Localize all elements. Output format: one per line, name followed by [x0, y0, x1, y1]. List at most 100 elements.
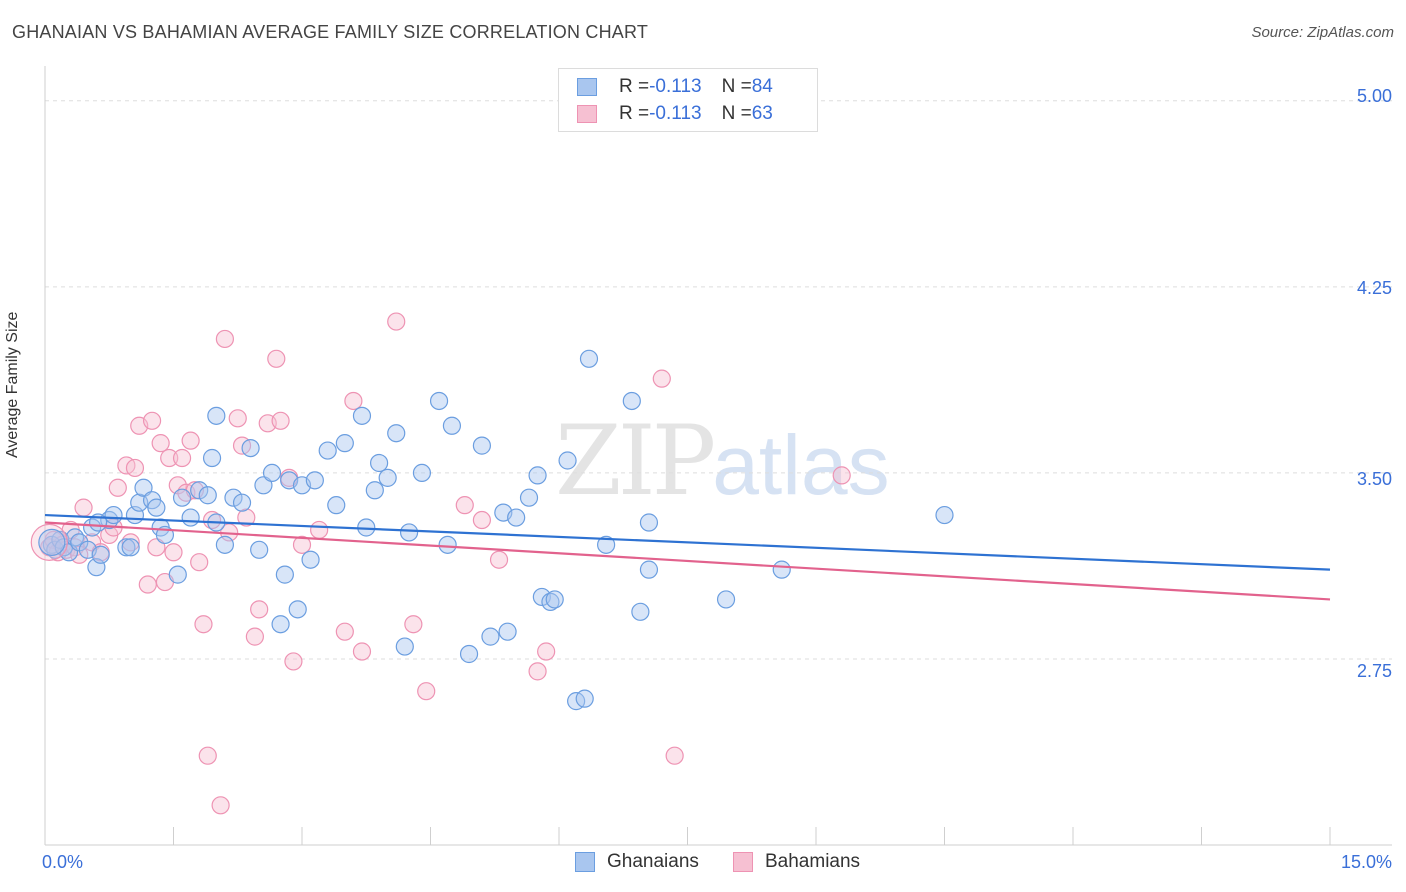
ghanaians-point	[395, 637, 414, 656]
ghanaians-point	[399, 523, 419, 542]
ghanaians-point	[288, 600, 307, 619]
ghanaians-swatch	[577, 78, 597, 96]
bahamians-point	[215, 329, 234, 349]
source-label: Source: ZipAtlas.com	[1251, 24, 1394, 41]
ghanaians-point	[327, 496, 346, 515]
ghanaians-legend-swatch	[575, 852, 595, 872]
ghanaians-point	[275, 565, 294, 584]
ghanaians-point	[412, 463, 432, 483]
bahamians-point	[164, 543, 183, 562]
bahamians-point	[537, 642, 556, 661]
bahamians-point	[151, 434, 170, 453]
r-value: -0.113	[649, 76, 702, 97]
ghanaians-point	[232, 493, 252, 512]
bahamians-point	[652, 369, 671, 388]
stats-legend-row-ghanaians: R = -0.113 N = 84	[577, 75, 773, 99]
bahamians-point	[198, 746, 217, 765]
ghanaians-point	[772, 560, 791, 579]
ghanaians-point	[271, 615, 290, 634]
n-label: N =	[721, 76, 752, 97]
ghanaians-point	[507, 508, 526, 527]
ghanaians-point	[370, 453, 389, 473]
ghanaians-point	[91, 545, 110, 564]
n-value: 63	[751, 103, 773, 124]
bahamians-point	[237, 508, 256, 527]
bahamians-point	[30, 523, 68, 561]
bahamians-point	[138, 575, 157, 594]
bahamians-point	[267, 349, 286, 368]
bahamians-point	[190, 553, 209, 572]
bahamians-point	[284, 652, 303, 671]
ghanaians-point	[622, 391, 641, 411]
stats-legend-row-bahamians: R = -0.113 N = 63	[577, 102, 773, 126]
ghanaians-point	[639, 560, 659, 579]
ghanaians-point	[387, 424, 406, 443]
stats-legend: R = -0.113 N = 84 R = -0.113 N = 63	[558, 68, 818, 132]
ghanaians-point	[83, 518, 102, 537]
watermark-zip: ZIP	[555, 405, 716, 517]
bahamians-point	[404, 615, 423, 634]
bahamians-point	[147, 538, 166, 557]
ghanaians-point	[134, 478, 153, 497]
ghanaians-point	[168, 565, 187, 584]
y-tick-label-2.75: 2.75	[1356, 661, 1392, 681]
bahamians-point	[172, 448, 192, 468]
legend-item-bahamians[interactable]: Bahamians	[733, 851, 860, 873]
ghanaians-point	[202, 448, 222, 468]
ghanaians-point	[181, 508, 200, 527]
ghanaians-point	[104, 505, 123, 525]
ghanaians-point	[121, 538, 140, 557]
ghanaians-point	[519, 488, 539, 507]
bahamians-point	[310, 520, 329, 540]
bahamians-point	[489, 550, 509, 569]
ghanaians-point	[301, 550, 320, 569]
y-tick-label-4.25: 4.25	[1356, 278, 1392, 298]
r-label: R =	[619, 103, 650, 124]
bahamians-point	[832, 466, 851, 485]
bahamians-point	[528, 662, 547, 681]
ghanaians-point	[190, 481, 209, 500]
y-tick-label-3.50: 3.50	[1356, 469, 1392, 489]
bahamians-point	[211, 796, 230, 815]
ghanaians-point	[38, 528, 66, 556]
watermark: ZIPatlas	[555, 405, 890, 517]
bahamians-trend-line	[44, 521, 1331, 601]
bahamians-point	[387, 312, 406, 331]
ghanaians-point	[378, 468, 397, 487]
legend-item-ghanaians[interactable]: Ghanaians	[575, 851, 699, 873]
bahamians-point	[292, 535, 312, 554]
bahamians-point	[472, 510, 491, 530]
bahamians-point	[417, 682, 436, 701]
bahamians-point	[344, 391, 363, 411]
ghanaians-point	[172, 488, 192, 507]
ghanaians-point	[318, 441, 337, 460]
ghanaians-point	[365, 481, 384, 500]
bahamians-point	[228, 409, 247, 428]
ghanaians-point	[215, 535, 234, 554]
ghanaians-point	[147, 498, 166, 517]
bahamians-point	[335, 622, 354, 641]
ghanaians-point	[429, 391, 449, 411]
ghanaians-point	[481, 627, 500, 646]
ghanaians-point	[498, 622, 517, 641]
series-legend: Ghanaians Bahamians	[0, 851, 1406, 877]
ghanaians-point	[335, 434, 354, 453]
bahamians-legend-swatch	[733, 852, 753, 872]
ghanaians-point	[442, 416, 462, 435]
ghanaians-point	[198, 486, 217, 505]
bahamians-point	[455, 496, 474, 515]
bahamians-point	[271, 411, 290, 430]
ghanaians-point	[305, 471, 324, 490]
y-axis-label: Average Family Size	[4, 311, 21, 458]
n-label: N =	[721, 103, 752, 124]
r-label: R =	[619, 76, 650, 97]
ghanaians-point	[597, 535, 616, 554]
ghanaians-point	[545, 590, 564, 609]
ghanaians-point	[352, 406, 372, 425]
y-tick-label-5.00: 5.00	[1356, 86, 1392, 106]
bahamians-point	[250, 600, 269, 619]
watermark-atlas: atlas	[712, 418, 890, 512]
bahamians-point	[142, 411, 162, 430]
r-value: -0.113	[649, 103, 702, 124]
ghanaians-trend-line	[44, 513, 1331, 571]
